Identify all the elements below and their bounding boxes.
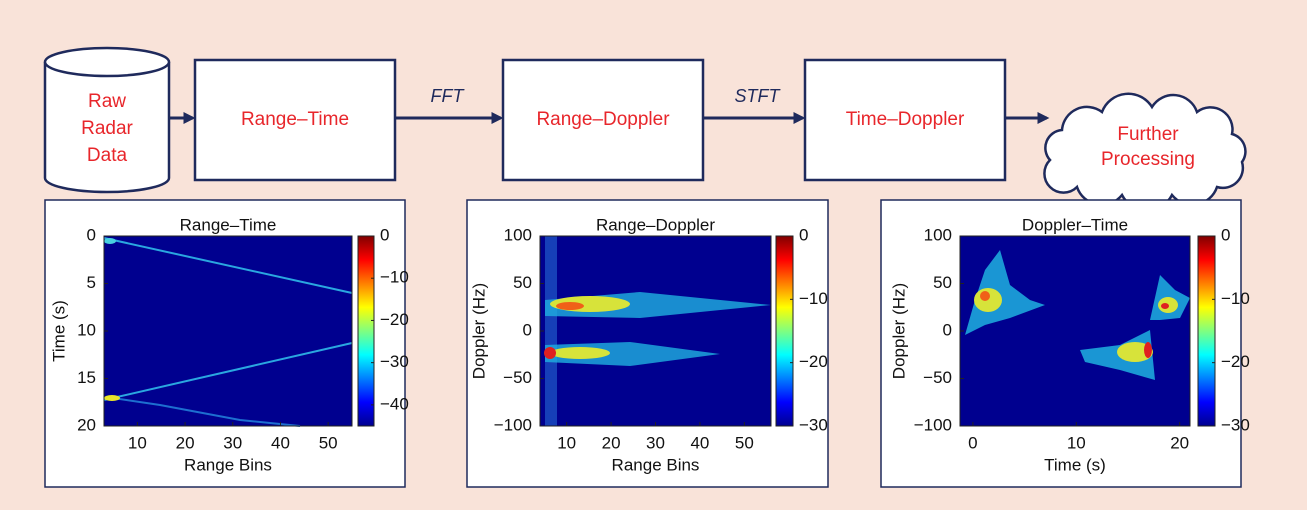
flow: Raw Radar Data Range–Time Range–Doppler … <box>43 46 1247 212</box>
y-tick-label: 0 <box>943 320 952 339</box>
x-tick-label: 0 <box>968 433 977 452</box>
heatmap-blob <box>550 347 610 359</box>
x-tick-label: 30 <box>646 433 665 452</box>
heatmap-blob <box>1161 303 1169 309</box>
y-axis-label: Doppler (Hz) <box>889 283 908 379</box>
x-tick-label: 20 <box>1170 433 1189 452</box>
x-tick-label: 10 <box>128 433 147 452</box>
stage-label: Range–Time <box>241 109 349 130</box>
y-tick-label: 15 <box>77 368 96 387</box>
source-label: Data <box>87 145 128 166</box>
x-tick-label: 30 <box>223 433 242 452</box>
heatmap-streak <box>103 237 353 294</box>
y-tick-label: 10 <box>77 320 96 339</box>
colorbar <box>357 235 375 427</box>
colorbar-tick-label: −10 <box>1221 289 1250 308</box>
colorbar-tick-label: −20 <box>1221 352 1250 371</box>
colorbar-tick-label: −10 <box>380 268 409 287</box>
heatmap-bg <box>104 236 352 426</box>
x-axis-label: Time (s) <box>1044 455 1106 474</box>
colorbar-tick-label: −30 <box>1221 415 1250 434</box>
x-axis-label: Range Bins <box>184 455 272 474</box>
colorbar <box>1197 235 1216 427</box>
y-tick-label: 100 <box>504 225 532 244</box>
y-tick-label: 20 <box>77 415 96 434</box>
transform-label: STFT <box>735 86 782 106</box>
heatmap-blob <box>544 347 556 359</box>
cylinder-top <box>43 46 171 78</box>
heatmap-blob <box>104 238 116 244</box>
colorbar-tick-label: −10 <box>799 289 828 308</box>
heatmap-column <box>545 236 557 426</box>
sink-label: Processing <box>1101 149 1195 170</box>
heatmap-blob <box>556 302 584 310</box>
heatmap-streak <box>105 396 301 427</box>
source-label: Radar <box>81 118 133 139</box>
plot-title: Doppler–Time <box>1022 215 1128 234</box>
stage-label: Time–Doppler <box>846 109 965 130</box>
x-tick-label: 10 <box>557 433 576 452</box>
y-axis-label: Time (s) <box>49 300 68 362</box>
colorbar-tick-label: −40 <box>380 394 409 413</box>
colorbar-tick-label: −20 <box>380 310 409 329</box>
y-tick-label: −100 <box>494 415 532 434</box>
x-tick-label: 20 <box>176 433 195 452</box>
x-tick-label: 40 <box>271 433 290 452</box>
y-tick-label: 100 <box>924 225 952 244</box>
y-tick-label: −50 <box>923 368 952 387</box>
plot-title: Range–Time <box>180 215 277 234</box>
colorbar-tick-label: −20 <box>799 352 828 371</box>
heatmap-image <box>103 236 1190 427</box>
heatmap-bg <box>540 236 771 426</box>
x-tick-label: 20 <box>602 433 621 452</box>
colorbar-tick-label: 0 <box>1221 225 1230 244</box>
colorbar <box>775 235 794 427</box>
plot-title: Range–Doppler <box>596 215 715 234</box>
heatmap-blob <box>1144 342 1152 358</box>
transform-label: FFT <box>431 86 466 106</box>
sink-label: Further <box>1117 124 1179 145</box>
y-tick-label: 0 <box>523 320 532 339</box>
source-label: Raw <box>88 91 126 112</box>
colorbar-tick-label: 0 <box>799 225 808 244</box>
y-tick-label: −50 <box>503 368 532 387</box>
y-tick-label: 50 <box>513 273 532 292</box>
y-tick-label: 5 <box>87 273 96 292</box>
x-tick-label: 50 <box>319 433 338 452</box>
heatmap-blob <box>1117 342 1153 362</box>
y-axis-label: Doppler (Hz) <box>469 283 488 379</box>
y-tick-label: 50 <box>933 273 952 292</box>
stage-box <box>193 58 397 182</box>
cylinder <box>43 62 171 194</box>
x-axis-label: Range Bins <box>612 455 700 474</box>
x-tick-label: 10 <box>1067 433 1086 452</box>
colorbar-tick-label: 0 <box>380 225 389 244</box>
colorbar-tick-label: −30 <box>799 415 828 434</box>
heatmap-blob <box>104 395 120 401</box>
y-tick-label: −100 <box>914 415 952 434</box>
x-tick-label: 40 <box>690 433 709 452</box>
colorbar-tick-label: −30 <box>380 352 409 371</box>
stage-label: Range–Doppler <box>536 109 670 130</box>
y-tick-label: 0 <box>87 225 96 244</box>
heatmap-blob <box>965 250 1045 335</box>
heatmap-blob <box>980 291 990 301</box>
stage-box <box>803 58 1007 182</box>
heatmap-streak <box>103 342 353 401</box>
x-tick-label: 50 <box>735 433 754 452</box>
